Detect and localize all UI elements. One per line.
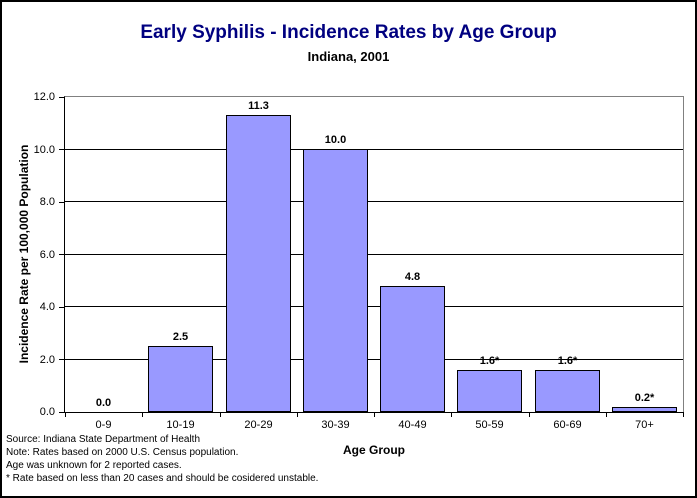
- x-category-label: 0-9: [95, 419, 112, 431]
- x-tick-mark: [220, 412, 221, 417]
- bar-value-label: 0.0: [95, 397, 112, 409]
- y-tick-mark: [59, 411, 65, 413]
- h-gridline: [65, 253, 683, 255]
- footnote-line: Note: Rates based on 2000 U.S. Census po…: [6, 447, 239, 458]
- chart-subtitle: Indiana, 2001: [307, 49, 390, 64]
- chart-title: Early Syphilis - Incidence Rates by Age …: [140, 22, 557, 43]
- h-gridline: [65, 306, 683, 307]
- y-tick-label: 4.0: [39, 301, 55, 313]
- y-tick-mark: [59, 201, 65, 203]
- x-tick-mark: [297, 412, 298, 417]
- x-axis-title: Age Group: [343, 443, 405, 457]
- h-gridline: [65, 201, 683, 202]
- y-tick-label: 12.0: [33, 91, 55, 103]
- x-tick-mark: [142, 412, 143, 417]
- bar-value-label: 4.8: [404, 271, 421, 283]
- x-category-label: 60-69: [553, 419, 582, 431]
- y-tick-label: 0.0: [39, 406, 55, 418]
- x-tick-mark: [529, 412, 530, 417]
- x-tick-mark: [683, 412, 684, 417]
- footnote-line: Source: Indiana State Department of Heal…: [6, 434, 201, 445]
- y-tick-mark: [59, 359, 65, 360]
- bar: [457, 370, 522, 412]
- y-tick-mark: [59, 96, 65, 98]
- y-tick-label: 2.0: [39, 353, 55, 366]
- x-tick-mark: [374, 412, 375, 417]
- footnote-line: Age was unknown for 2 reported cases.: [6, 460, 182, 471]
- bar: [535, 370, 600, 412]
- bar-value-label: 1.6*: [557, 355, 578, 367]
- bar-value-label: 1.6*: [479, 355, 500, 367]
- y-tick-mark: [59, 306, 65, 308]
- h-gridline: [65, 148, 683, 150]
- plot-area: 0.0 2.5 11.3 10.0 4.8 1.6* 1.6* 0.2*: [64, 96, 684, 413]
- bar: [226, 115, 291, 412]
- h-gridline: [65, 358, 683, 360]
- y-tick-label: 8.0: [39, 196, 55, 208]
- x-category-label: 20-29: [244, 419, 273, 431]
- x-category-label: 40-49: [398, 419, 427, 431]
- bar-value-label: 11.3: [248, 100, 269, 112]
- bar-value-label: 0.2*: [634, 392, 655, 404]
- footnote-line: * Rate based on less than 20 cases and s…: [6, 473, 319, 484]
- x-category-label: 30-39: [321, 419, 350, 431]
- y-tick-mark: [59, 254, 65, 255]
- x-tick-mark: [451, 412, 452, 417]
- x-category-label: 50-59: [475, 419, 504, 431]
- y-tick-label: 6.0: [39, 248, 55, 261]
- bar: [612, 407, 677, 412]
- x-tick-mark: [606, 412, 607, 417]
- x-tick-mark: [65, 412, 66, 417]
- y-tick-label: 10.0: [33, 143, 55, 156]
- bar: [303, 149, 368, 412]
- bar: [380, 286, 445, 412]
- x-category-label: 70+: [635, 419, 654, 431]
- footnotes: Source: Indiana State Department of Heal…: [6, 433, 436, 485]
- bar-value-label: 2.5: [172, 331, 189, 343]
- bar-value-label: 10.0: [324, 134, 347, 146]
- y-tick-mark: [59, 149, 65, 150]
- x-category-label: 10-19: [166, 419, 195, 431]
- bar: [148, 346, 213, 412]
